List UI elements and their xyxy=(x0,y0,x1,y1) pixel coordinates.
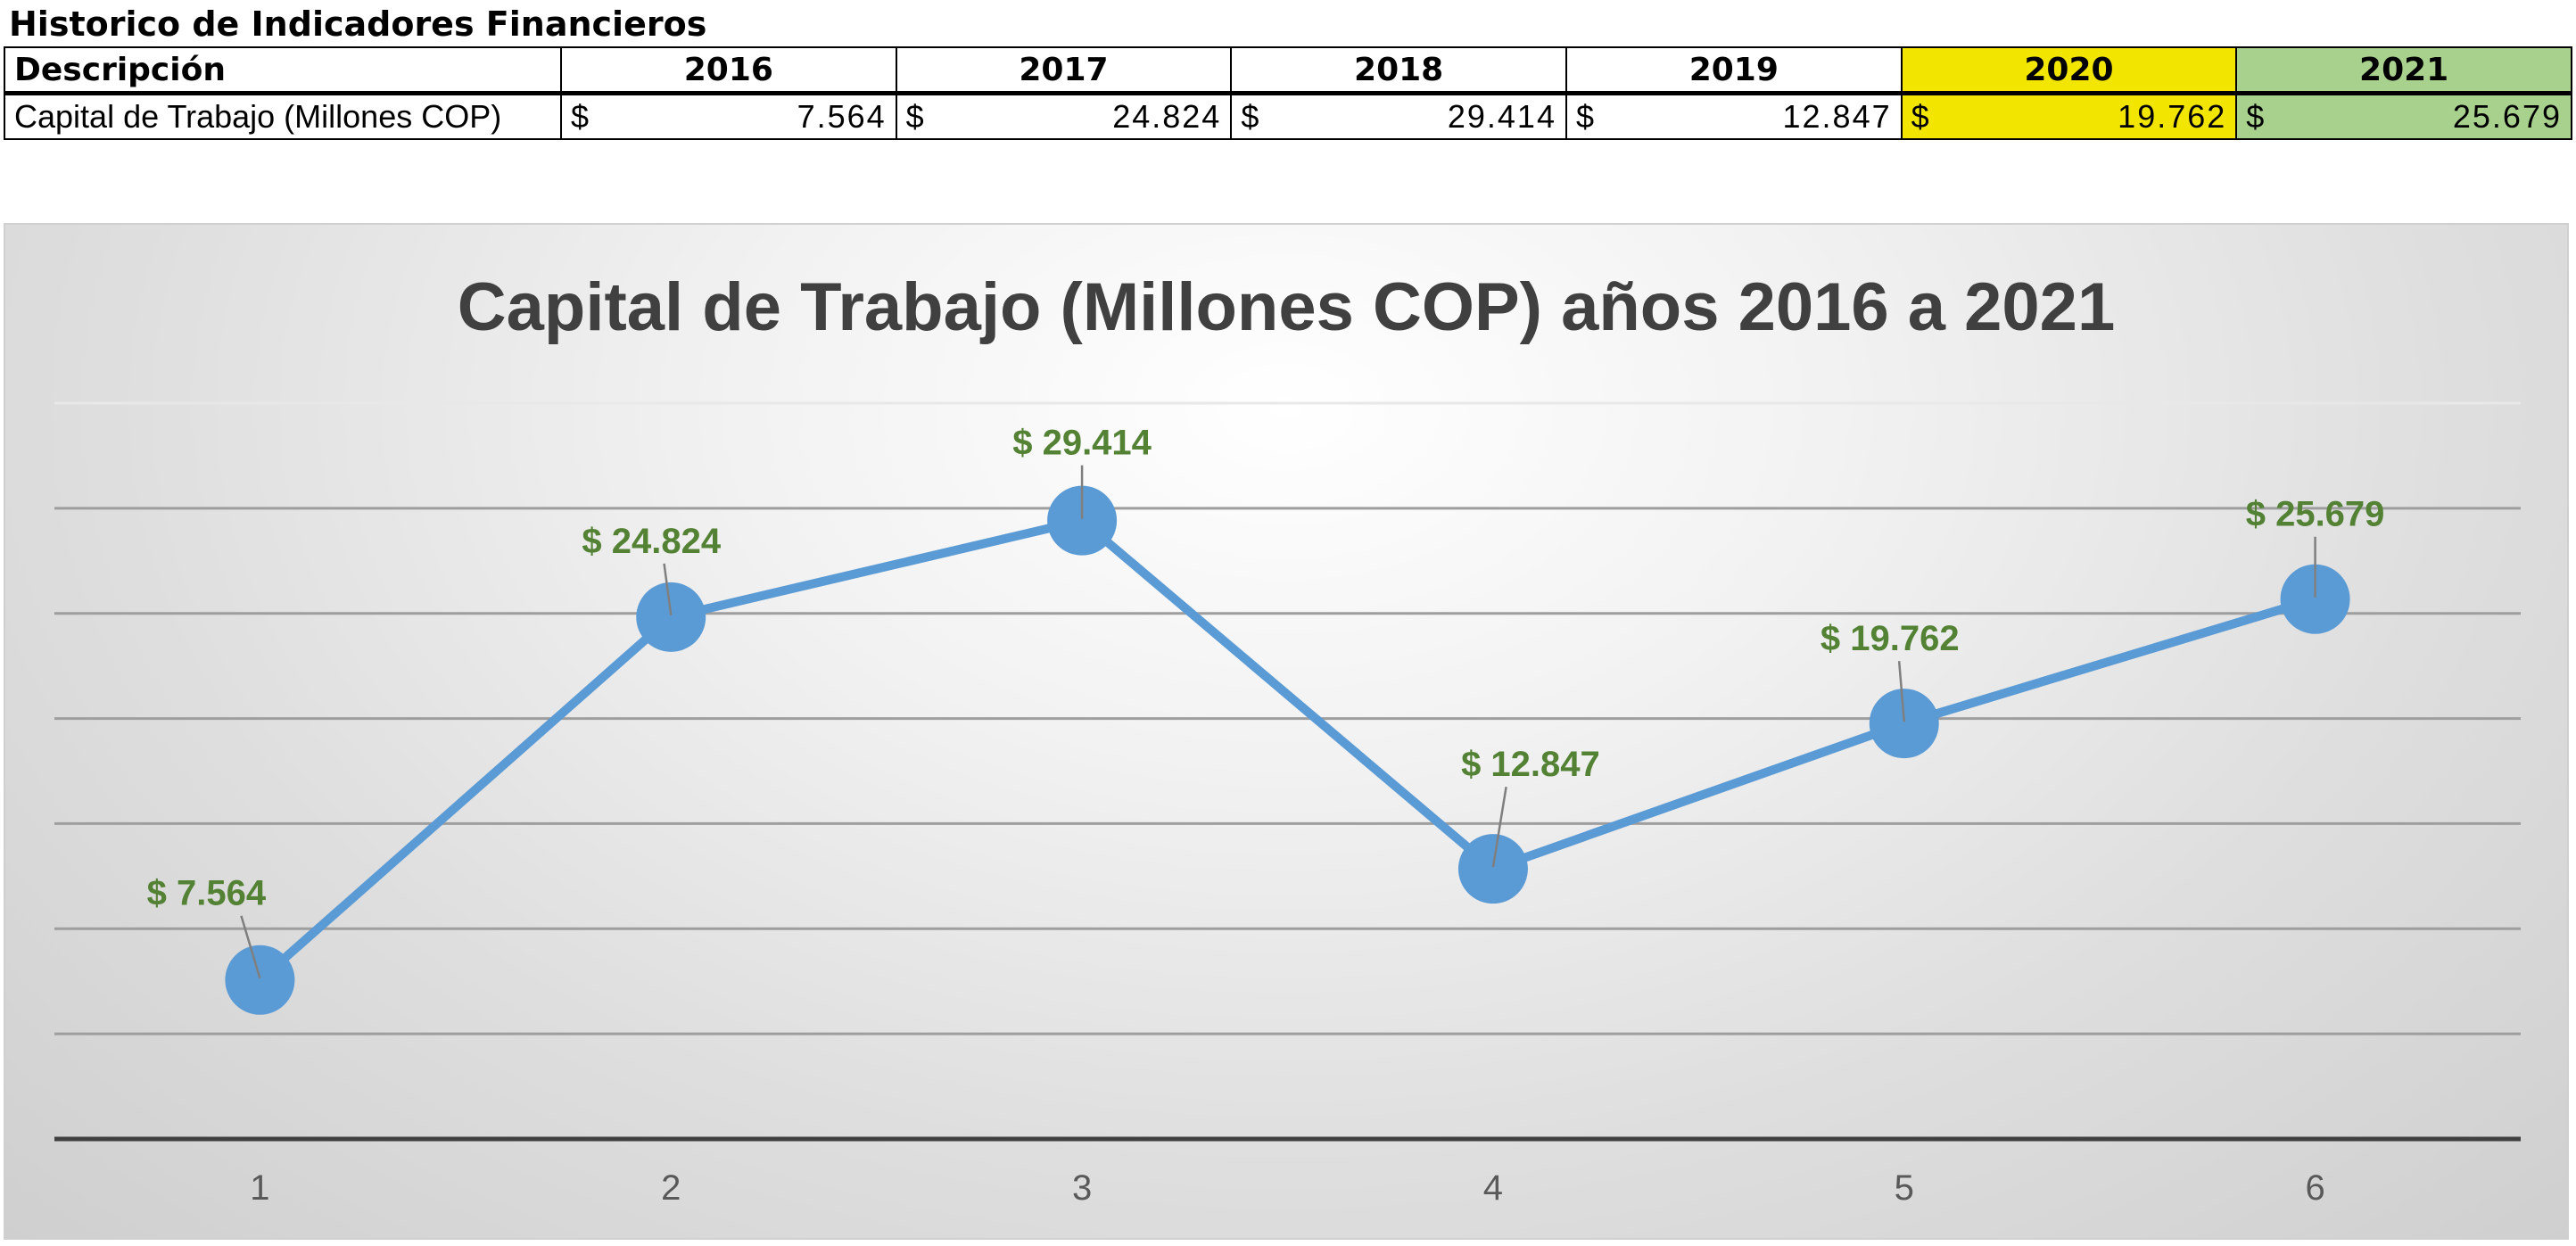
value-cell-2017[interactable]: $24.824 xyxy=(895,92,1233,140)
chart-area[interactable]: Capital de Trabajo (Millones COP) años 2… xyxy=(4,223,2569,1240)
data-point-marker xyxy=(2280,564,2350,634)
currency-symbol: $ xyxy=(2246,98,2266,135)
x-tick-label: 1 xyxy=(250,1168,269,1208)
cell-value: 24.824 xyxy=(1112,98,1222,135)
leader-line xyxy=(1897,661,1905,722)
cell-value: 12.847 xyxy=(1782,98,1892,135)
x-tick-label: 5 xyxy=(1895,1168,1914,1208)
series-line-group xyxy=(225,485,2350,1015)
sheet-title: Historico de Indicadores Financieros xyxy=(9,4,707,44)
data-label: $ 12.847 xyxy=(1461,745,1600,784)
value-cell-2021[interactable]: $25.679 xyxy=(2235,92,2572,140)
cell-value: 7.564 xyxy=(797,98,887,135)
value-cell-2018[interactable]: $29.414 xyxy=(1230,92,1567,140)
header-year-2020[interactable]: 2020 xyxy=(1900,46,2238,95)
financial-table: Descripción 2016 2017 2018 2019 2020 202… xyxy=(4,46,2572,140)
data-point-marker xyxy=(225,945,295,1015)
leader-line xyxy=(663,563,673,616)
cell-value: 19.762 xyxy=(2118,98,2227,135)
data-point-marker xyxy=(1457,834,1528,904)
line-chart: Capital de Trabajo (Millones COP) años 2… xyxy=(54,269,2521,1208)
data-point-marker xyxy=(1047,485,1118,556)
header-year-2016[interactable]: 2016 xyxy=(560,46,897,95)
leader-line xyxy=(240,915,261,979)
x-axis: 1 2 3 4 5 6 xyxy=(54,1136,2521,1208)
value-cell-2019[interactable]: $12.847 xyxy=(1565,92,1903,140)
value-cell-2020[interactable]: $19.762 xyxy=(1900,92,2238,140)
row-label-cell[interactable]: Capital de Trabajo (Millones COP) xyxy=(4,92,562,140)
cell-value: 25.679 xyxy=(2452,98,2562,135)
header-year-2019[interactable]: 2019 xyxy=(1565,46,1903,95)
header-description[interactable]: Descripción xyxy=(4,46,562,95)
x-tick-label: 4 xyxy=(1483,1168,1503,1208)
table-row: Capital de Trabajo (Millones COP) $7.564… xyxy=(4,92,2572,140)
currency-symbol: $ xyxy=(905,98,926,135)
data-point-marker xyxy=(636,582,706,652)
data-labels: $ 7.564 $ 24.824 $ 29.414 $ 12.847 $ 19.762 $… xyxy=(147,424,2385,979)
x-tick-label: 3 xyxy=(1072,1168,1092,1208)
header-year-2018[interactable]: 2018 xyxy=(1230,46,1567,95)
data-label: $ 25.679 xyxy=(2246,495,2385,534)
header-year-2021[interactable]: 2021 xyxy=(2235,46,2572,95)
currency-symbol: $ xyxy=(571,98,591,135)
leader-line xyxy=(1491,786,1507,868)
data-point-marker xyxy=(1869,689,1939,759)
header-year-2017[interactable]: 2017 xyxy=(895,46,1233,95)
x-tick-label: 2 xyxy=(661,1168,681,1208)
currency-symbol: $ xyxy=(1575,98,1596,135)
currency-symbol: $ xyxy=(1911,98,1931,135)
data-label: $ 7.564 xyxy=(147,874,267,913)
data-label: $ 19.762 xyxy=(1821,619,1960,658)
data-label: $ 24.824 xyxy=(582,522,721,561)
value-cell-2016[interactable]: $7.564 xyxy=(560,92,897,140)
data-label: $ 29.414 xyxy=(1012,424,1152,463)
gridlines xyxy=(54,401,2521,1036)
currency-symbol: $ xyxy=(1241,98,1261,135)
chart-title: Capital de Trabajo (Millones COP) años 2… xyxy=(458,269,2115,345)
series-line xyxy=(255,516,2320,985)
x-tick-label: 6 xyxy=(2305,1168,2324,1208)
cell-value: 29.414 xyxy=(1447,98,1556,135)
table-header-row: Descripción 2016 2017 2018 2019 2020 202… xyxy=(4,46,2572,95)
